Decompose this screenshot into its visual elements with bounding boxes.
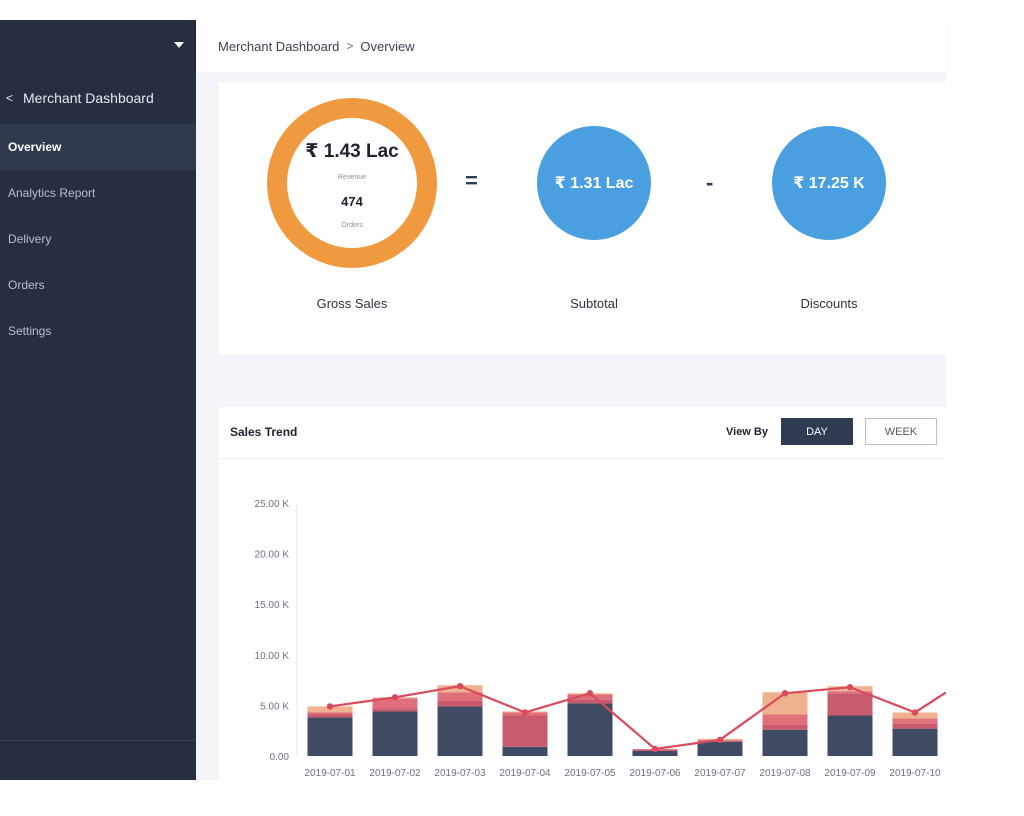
bar-segment (827, 715, 873, 756)
discounts-value: ₹ 17.25 K (793, 175, 865, 192)
y-tick-label: 20.00 K (255, 550, 290, 561)
bar-segment (762, 729, 808, 756)
orders-label: Orders (341, 222, 363, 229)
y-tick-label: 0.00 (270, 752, 290, 763)
sidebar-item-label: Delivery (8, 232, 52, 246)
x-tick-label: 2019-07-06 (629, 768, 681, 779)
sidebar-item-orders[interactable]: Orders (0, 262, 196, 308)
sidebar-item-settings[interactable]: Settings (0, 308, 196, 354)
sidebar-header-label: Merchant Dashboard (23, 90, 154, 106)
bar-segment (632, 750, 678, 756)
bar-segment (827, 691, 873, 694)
sales-trend-chart: 0.00 5.00 K 10.00 K 15.00 K 20.00 K 25.00 K 20… (255, 499, 946, 779)
x-tick-label: 2019-07-08 (759, 768, 811, 779)
x-tick-label: 2019-07-03 (434, 768, 486, 779)
trend-point (391, 694, 399, 701)
sidebar-divider (0, 740, 196, 741)
trend-point (716, 736, 724, 744)
breadcrumb-separator-icon: > (346, 39, 354, 53)
sidebar-top (0, 20, 196, 72)
subtotal-value: ₹ 1.31 Lac (554, 175, 634, 192)
y-tick-label: 5.00 K (260, 701, 289, 712)
sidebar-item-label: Overview (8, 140, 62, 154)
bar-segment (567, 694, 613, 700)
bar-segment (437, 692, 483, 701)
sidebar-item-overview[interactable]: Overview (0, 124, 196, 170)
sidebar-item-label: Analytics Report (8, 186, 96, 200)
sidebar-item-analytics-report[interactable]: Analytics Report (0, 170, 196, 216)
trend-point (586, 690, 594, 697)
dropdown-caret-icon[interactable] (174, 42, 184, 48)
bar-segment (502, 746, 548, 756)
subtotal-caption: Subtotal (570, 296, 618, 311)
bar-segment (762, 724, 808, 730)
subtotal-bubble: ₹ 1.31 Lac (537, 126, 651, 240)
x-tick-label: 2019-07-09 (824, 768, 876, 779)
sidebar-item-label: Orders (8, 278, 45, 292)
week-button[interactable]: WEEK (865, 418, 937, 445)
x-tick-label: 2019-07-10 (889, 768, 941, 779)
bar-segment (892, 728, 938, 756)
trend-point (456, 682, 464, 690)
bar-segment (307, 714, 353, 718)
bar-segment (437, 700, 483, 707)
gross-sales-caption: Gross Sales (316, 296, 388, 311)
bar-segment (762, 692, 808, 715)
orders-value: 474 (341, 194, 363, 209)
sidebar: < Merchant Dashboard Overview Analytics … (0, 20, 196, 780)
day-button[interactable]: DAY (781, 418, 853, 445)
equals-sign: = (465, 168, 478, 193)
minus-sign: - (706, 170, 714, 195)
bar-segment (892, 718, 938, 724)
sales-trend-title: Sales Trend (230, 425, 298, 439)
sales-trend-header: Sales Trend View By DAY WEEK (219, 407, 946, 459)
bar-segment (762, 714, 808, 725)
trend-point (326, 703, 334, 710)
x-tick-label: 2019-07-01 (304, 768, 356, 779)
sidebar-item-label: Settings (8, 324, 52, 338)
bar-segment (567, 699, 613, 704)
trend-point (846, 683, 854, 691)
bar-segment (827, 693, 873, 716)
y-tick-label: 10.00 K (255, 651, 290, 662)
trend-point (911, 709, 919, 716)
bar-segment (307, 717, 353, 756)
sidebar-header[interactable]: < Merchant Dashboard (0, 72, 196, 124)
discounts-bubble: ₹ 17.25 K (772, 126, 886, 240)
bar-segment (307, 712, 353, 715)
y-tick-label: 15.00 K (255, 600, 290, 611)
breadcrumb-root[interactable]: Merchant Dashboard (218, 38, 340, 54)
gross-sales-ring-center: ₹ 1.43 Lac Revenue 474 Orders (287, 118, 417, 248)
bar-segment (892, 723, 938, 729)
revenue-value: ₹ 1.43 Lac (305, 141, 399, 162)
breadcrumb-current: Overview (360, 38, 415, 54)
breadcrumb: Merchant Dashboard > Overview (196, 20, 946, 72)
sidebar-item-delivery[interactable]: Delivery (0, 216, 196, 262)
bar-segment (372, 708, 418, 712)
trend-point (521, 709, 529, 716)
discounts-caption: Discounts (800, 296, 858, 311)
bar-segment (697, 741, 743, 756)
trend-point (651, 745, 659, 753)
view-by-label: View By (726, 426, 768, 438)
chevron-left-icon[interactable]: < (6, 91, 14, 105)
x-tick-label: 2019-07-05 (564, 768, 616, 779)
bar-segment (502, 715, 548, 747)
bar-segment (372, 711, 418, 756)
trend-point (781, 690, 789, 697)
x-tick-label: 2019-07-04 (499, 768, 551, 779)
bar-segment (437, 706, 483, 756)
bar-segment (372, 698, 418, 709)
y-tick-label: 25.00 K (255, 499, 290, 510)
revenue-label: Revenue (337, 174, 367, 181)
gross-sales-ring: ₹ 1.43 Lac Revenue 474 Orders (267, 98, 437, 268)
x-tick-label: 2019-07-07 (694, 768, 746, 779)
bar-segment (567, 703, 613, 756)
x-tick-label: 2019-07-02 (369, 768, 421, 779)
